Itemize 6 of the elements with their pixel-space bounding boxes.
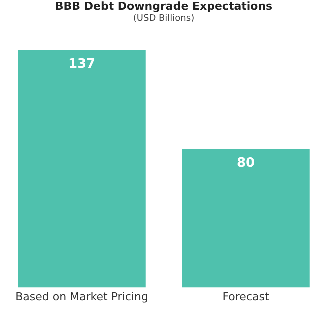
chart-subtitle: (USD Billions) (132, 14, 196, 24)
data-label: 137 (68, 56, 96, 72)
x-tick-label: Forecast (222, 290, 270, 304)
x-tick-label: Based on Market Pricing (16, 290, 148, 304)
chart-title: BBB Debt Downgrade Expectations (54, 0, 274, 13)
data-label: 80 (236, 156, 256, 171)
